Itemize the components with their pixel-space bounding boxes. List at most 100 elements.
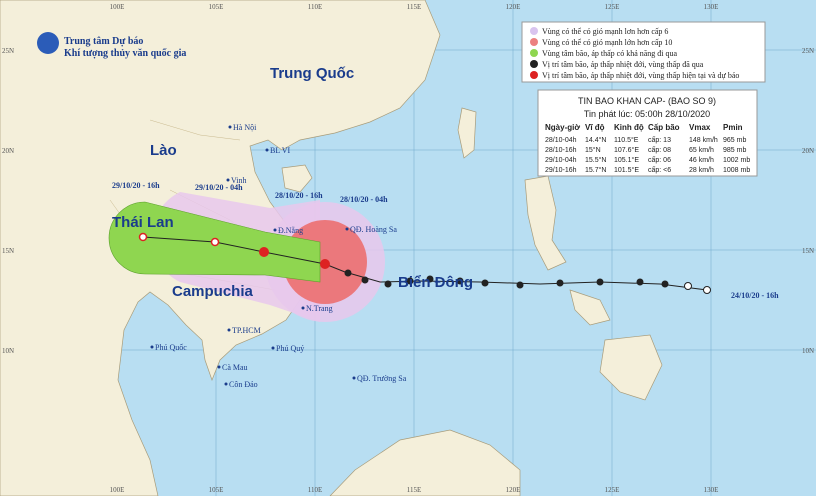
column-header: Vĩ độ <box>585 123 605 132</box>
table-cell: 14.4°N <box>585 136 606 144</box>
place-label: BL VI <box>270 146 291 155</box>
place-dot <box>301 306 305 310</box>
table-cell: 15°N <box>585 146 601 154</box>
legend-text: Vùng có thể có gió mạnh lớn hơn cấp 10 <box>542 38 672 47</box>
table-cell: cấp: <6 <box>648 165 671 174</box>
column-header: Cấp bão <box>648 123 680 132</box>
table-cell: 65 km/h <box>689 147 714 154</box>
org-name: Khí tượng thủy văn quốc gia <box>64 48 186 59</box>
place-dot <box>226 178 230 182</box>
time-label: 29/10/20 - 16h <box>112 181 160 190</box>
place-label: TP.HCM <box>232 326 261 335</box>
legend-text: Vị trí tâm bão, áp thấp nhiệt đới, vùng … <box>542 71 739 80</box>
lat-tick-label: 10N <box>2 347 14 355</box>
place-label: Cà Mau <box>222 363 248 372</box>
legend-swatch <box>530 38 538 46</box>
lon-tick-label: 110E <box>308 3 323 11</box>
country-label: Thái Lan <box>112 214 174 231</box>
lon-tick-label: 120E <box>506 486 521 494</box>
lon-tick-label: 105E <box>209 486 224 494</box>
track <box>142 236 708 291</box>
table-cell: 15.5°N <box>585 156 606 164</box>
place-dot <box>352 376 356 380</box>
table-cell: 1008 mb <box>723 167 750 174</box>
lon-tick-label: 125E <box>605 3 620 11</box>
table-cell: 105.1°E <box>614 156 639 164</box>
table-cell: cấp: 08 <box>648 145 671 154</box>
lon-tick-label: 125E <box>605 486 620 494</box>
lon-tick-label: 100E <box>110 486 125 494</box>
column-header: Ngày-giờ <box>545 123 580 132</box>
org-name: Trung tâm Dự báo <box>64 36 143 47</box>
table-cell: 1002 mb <box>723 157 750 164</box>
place-dot <box>273 228 277 232</box>
legend-swatch <box>530 60 538 68</box>
place-dot <box>345 227 349 231</box>
place-dot <box>228 125 232 129</box>
country-label: Trung Quốc <box>270 65 354 82</box>
logo <box>37 32 59 54</box>
place-label: Phú Quý <box>276 344 304 353</box>
column-header: Kinh độ <box>614 123 644 132</box>
lat-tick-label: 25N <box>802 47 814 55</box>
info-title: TIN BAO KHAN CAP- (BAO SO 9) <box>578 96 716 106</box>
lat-tick-label: 20N <box>802 147 814 155</box>
place-dot <box>150 345 154 349</box>
place-dot <box>265 148 269 152</box>
lon-tick-label: 130E <box>704 3 719 11</box>
country-label: Biển Đông <box>398 274 473 291</box>
info-box <box>537 89 758 177</box>
lat-tick-label: 25N <box>2 47 14 55</box>
legend-text: Vị trí tâm bão, áp thấp nhiệt đới, vùng … <box>542 60 704 69</box>
lon-tick-label: 130E <box>704 486 719 494</box>
info-issued: Tin phát lúc: 05:00h 28/10/2020 <box>584 109 710 119</box>
place-dot <box>227 328 231 332</box>
table-cell: 101.5°E <box>614 166 639 174</box>
table-cell: 985 mb <box>723 147 746 154</box>
lon-tick-label: 120E <box>506 3 521 11</box>
lat-tick-label: 20N <box>2 147 14 155</box>
table-cell: 46 km/h <box>689 157 714 164</box>
country-label: Lào <box>150 142 177 159</box>
place-label: Hà Nội <box>233 123 257 132</box>
table-cell: cấp: 06 <box>648 155 671 164</box>
place-dot <box>224 382 228 386</box>
column-header: Vmax <box>689 123 711 132</box>
legend-swatch <box>530 71 538 79</box>
place-label: Vinh <box>231 176 247 185</box>
table-cell: 965 mb <box>723 137 746 144</box>
table-cell: 29/10-04h <box>545 157 577 164</box>
table-cell: 107.6°E <box>614 146 639 154</box>
column-header: Pmin <box>723 123 743 132</box>
legend-text: Vùng có thể có gió mạnh lơn hơn cấp 6 <box>542 27 668 36</box>
time-label: 29/10/20 - 04h <box>195 183 243 192</box>
place-label: QĐ. Trường Sa <box>357 374 407 383</box>
place-dot <box>271 346 275 350</box>
place-label: Phú Quốc <box>155 343 187 352</box>
lat-tick-label: 15N <box>2 247 14 255</box>
table-cell: 28 km/h <box>689 167 714 174</box>
time-label: 24/10/20 - 16h <box>731 291 779 300</box>
table-cell: 15.7°N <box>585 166 606 174</box>
table-cell: 28/10-04h <box>545 137 577 144</box>
place-label: N.Trang <box>306 304 333 313</box>
place-label: Đ.Nẵng <box>278 226 303 235</box>
lat-tick-label: 15N <box>802 247 814 255</box>
lon-tick-label: 100E <box>110 3 125 11</box>
table-cell: 28/10-16h <box>545 147 577 154</box>
lon-tick-label: 115E <box>407 3 422 11</box>
table-cell: 148 km/h <box>689 137 718 144</box>
country-label: Campuchia <box>172 283 254 300</box>
lon-tick-label: 115E <box>407 486 422 494</box>
time-label: 28/10/20 - 04h <box>340 195 388 204</box>
forecast-positions <box>138 232 330 269</box>
lon-tick-label: 110E <box>308 486 323 494</box>
time-label: 28/10/20 - 16h <box>275 191 323 200</box>
legend-box <box>521 21 766 83</box>
table-cell: 110.5°E <box>614 136 639 144</box>
place-label: QĐ. Hoàng Sa <box>350 225 397 234</box>
lat-tick-label: 10N <box>802 347 814 355</box>
legend-text: Vùng tâm bão, áp thấp có khả năng đi qua <box>542 49 678 58</box>
lon-tick-label: 105E <box>209 3 224 11</box>
